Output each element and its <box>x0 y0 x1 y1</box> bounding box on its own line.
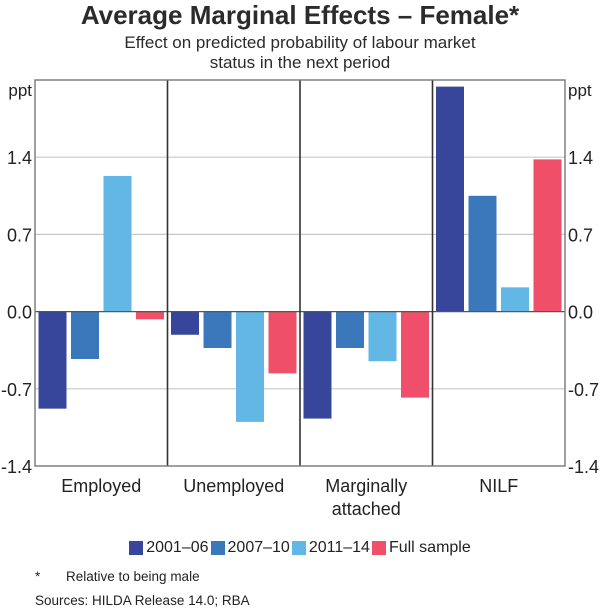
subtitle-line-2: status in the next period <box>209 53 391 72</box>
footnote-marker: * <box>35 569 41 584</box>
y-axis-unit-left: ppt <box>8 81 32 100</box>
sources-note: Sources: HILDA Release 14.0; RBA <box>35 593 250 608</box>
y-tick-label-left: 0.0 <box>7 303 32 323</box>
bar-2011–14-Unemployed <box>236 311 264 422</box>
bar-Full sample-Employed <box>136 311 164 320</box>
bar-2001–06-Marginally attached <box>303 311 332 419</box>
category-label: Employed <box>61 476 141 496</box>
y-tick-label-right: -0.7 <box>568 380 599 400</box>
category-label: Marginally <box>325 476 407 496</box>
bar-Full sample-Marginally attached <box>401 311 429 398</box>
category-label: Unemployed <box>183 476 284 496</box>
bar-2001–06-Employed <box>38 311 67 409</box>
bar-2007–10-Marginally attached <box>336 311 364 348</box>
bar-2001–06-Unemployed <box>171 311 199 335</box>
y-tick-label-right: 0.0 <box>568 303 593 323</box>
bar-2011–14-Employed <box>103 175 132 312</box>
y-axis-unit-right: ppt <box>568 81 592 100</box>
legend-swatch <box>291 541 306 555</box>
bar-Full sample-NILF <box>533 159 562 312</box>
legend: 2001–06 2007–10 2011–14 Full sample <box>0 539 600 560</box>
category-label: NILF <box>479 476 518 496</box>
plot-frame <box>34 79 566 467</box>
footnote: * Relative to being male <box>35 569 200 584</box>
bar-2001–06-NILF <box>436 86 464 312</box>
y-tick-label-right: 1.4 <box>568 148 593 168</box>
bar-2011–14-NILF <box>501 287 529 312</box>
legend-label: Full sample <box>388 539 471 556</box>
subtitle-line-1: Effect on predicted probability of labou… <box>124 33 476 52</box>
y-tick-label-right: -1.4 <box>568 457 599 477</box>
y-tick-label-left: 0.7 <box>7 225 32 245</box>
bar-2011–14-Marginally attached <box>368 311 397 362</box>
legend-swatch <box>371 541 386 555</box>
chart-title: Average Marginal Effects – Female* <box>80 0 520 30</box>
bar-2007–10-Unemployed <box>203 311 232 348</box>
category-label: attached <box>332 499 401 519</box>
legend-item: 2007–10 <box>210 539 290 557</box>
legend-item: 2001–06 <box>129 539 209 557</box>
legend-label: 2007–10 <box>227 539 290 556</box>
y-tick-label-right: 0.7 <box>568 225 593 245</box>
y-tick-label-left: -1.4 <box>1 457 32 477</box>
footnote-text: Relative to being male <box>66 569 200 584</box>
legend-label: 2001–06 <box>146 539 209 556</box>
bar-2007–10-Employed <box>71 311 99 360</box>
y-tick-label-left: 1.4 <box>7 148 32 168</box>
legend-swatch <box>129 541 144 555</box>
bar-Full sample-Unemployed <box>268 311 297 374</box>
legend-item: Full sample <box>371 539 471 557</box>
legend-swatch <box>210 541 225 555</box>
bar-2007–10-NILF <box>468 195 497 312</box>
legend-item: 2011–14 <box>291 539 370 557</box>
y-tick-label-left: -0.7 <box>1 380 32 400</box>
legend-label: 2011–14 <box>308 539 370 556</box>
chart-subtitle: Effect on predicted probability of labou… <box>0 33 600 73</box>
